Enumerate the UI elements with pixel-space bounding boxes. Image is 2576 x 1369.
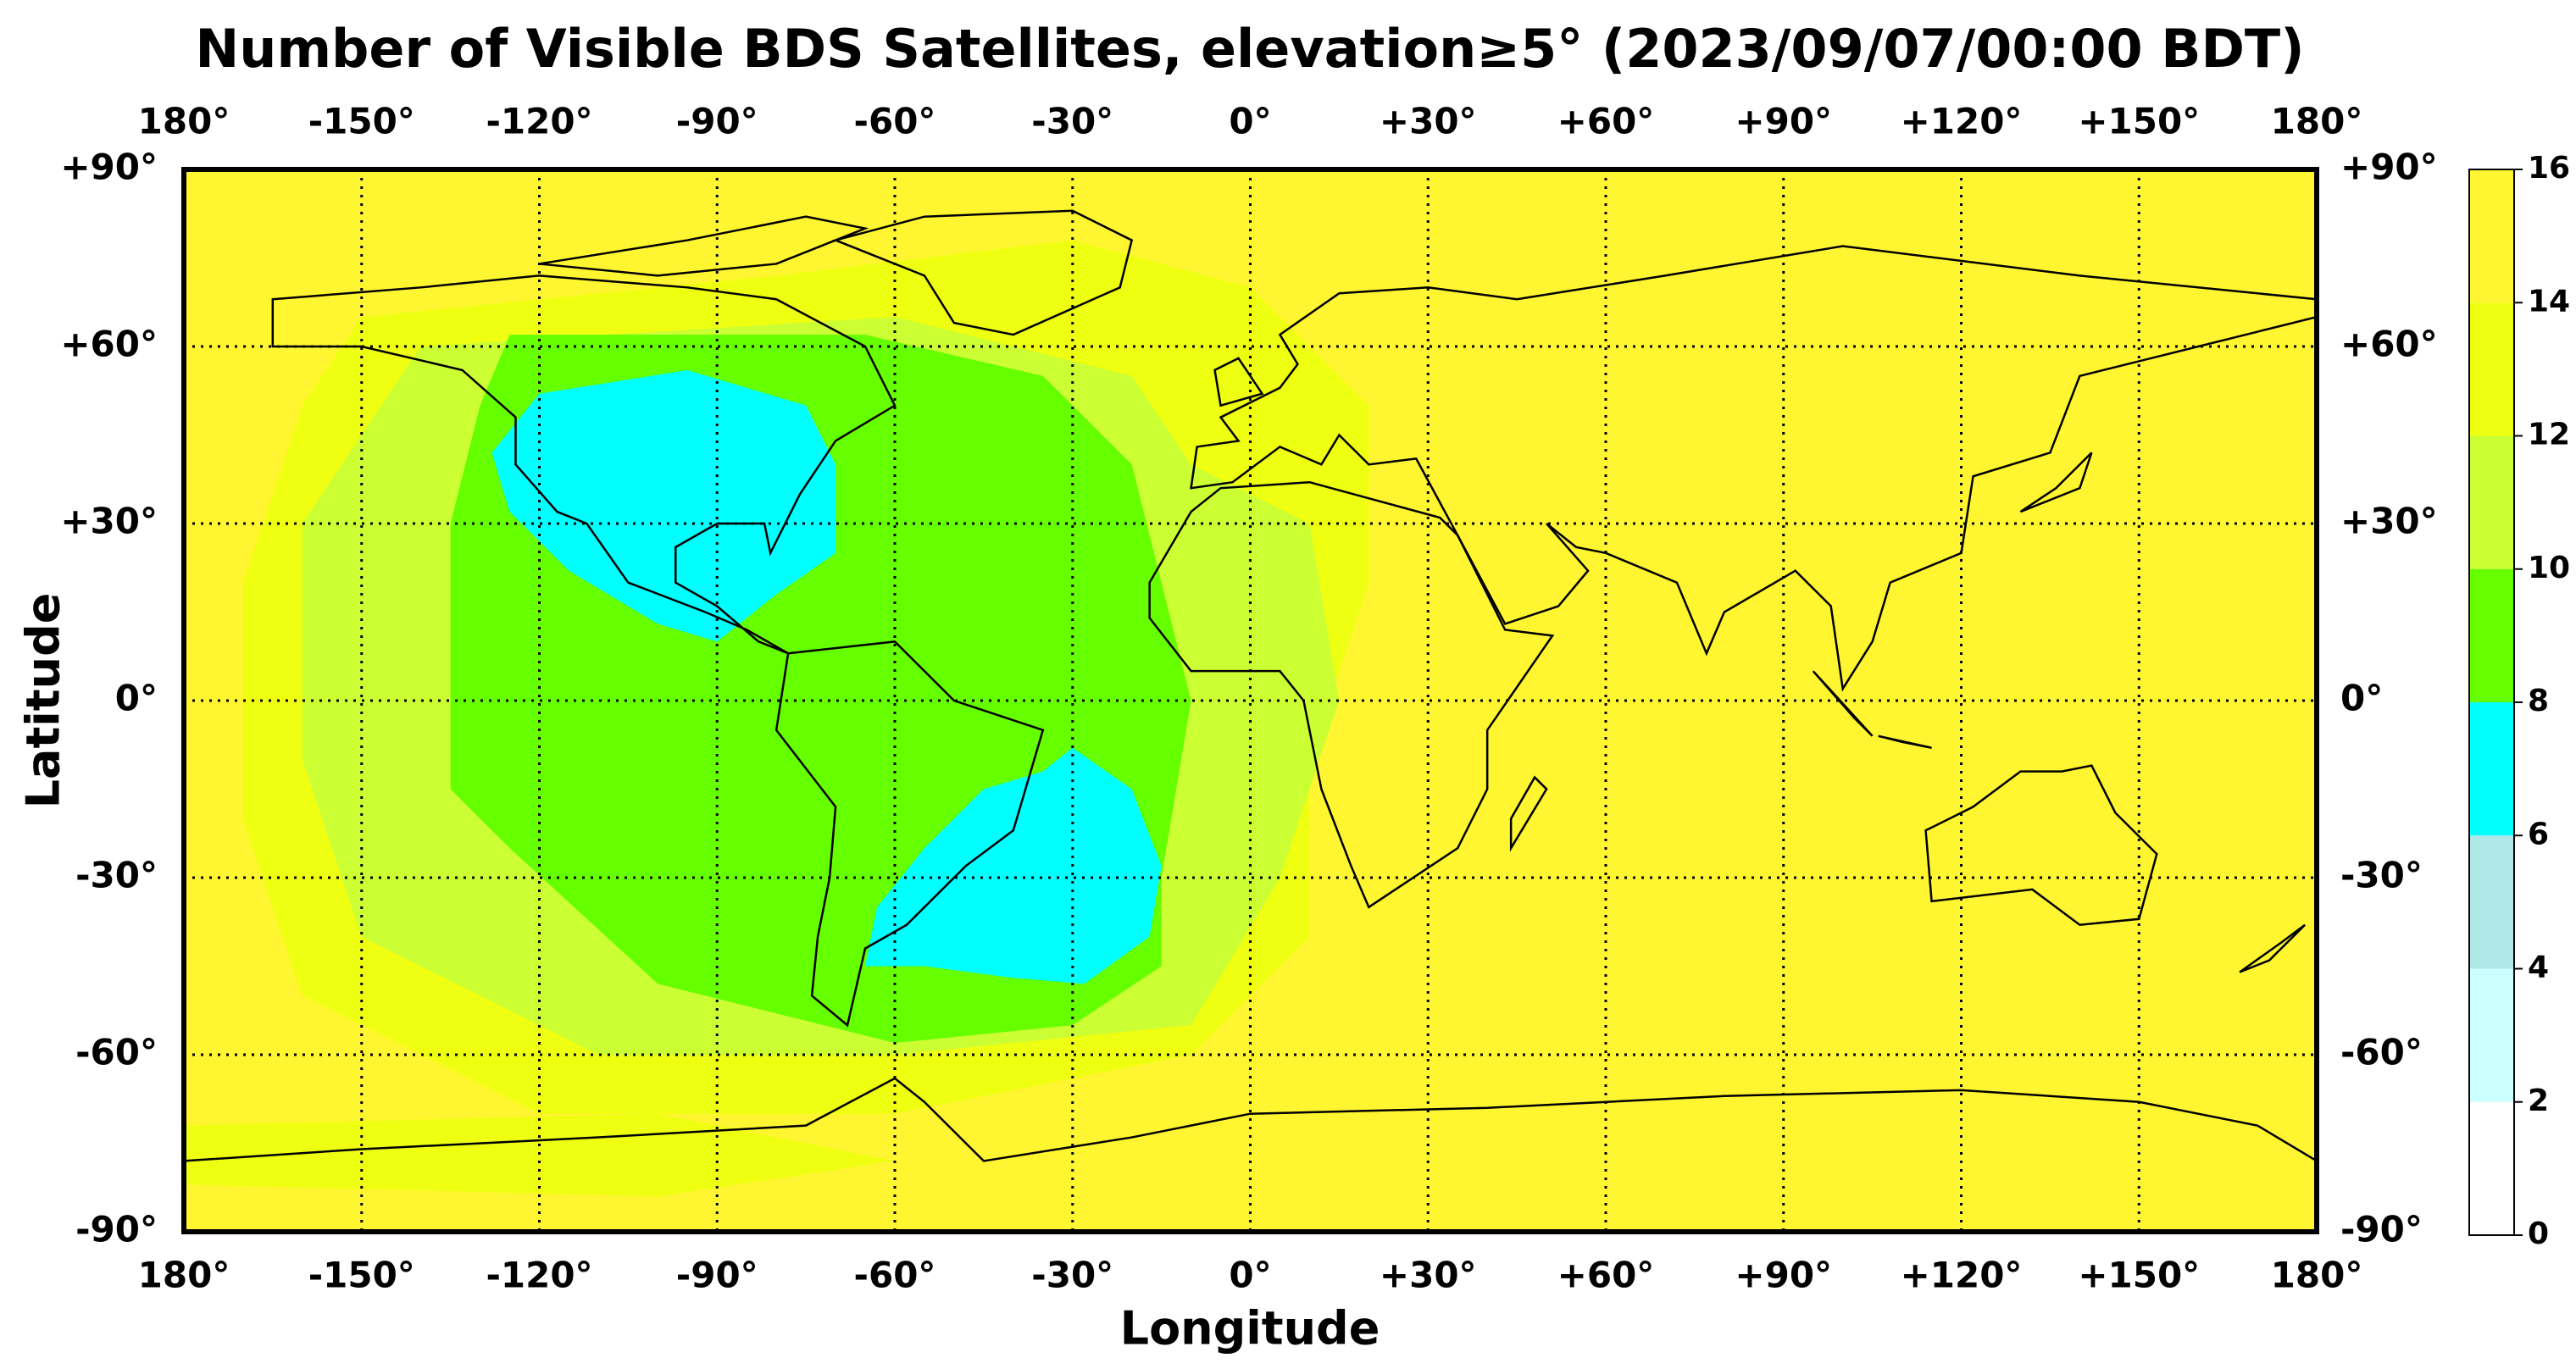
x-tick-label: 180°: [2271, 1255, 2363, 1296]
coverage-zone: [184, 1113, 895, 1197]
coastline: [1150, 482, 1552, 907]
colorbar-segment: [2469, 1101, 2514, 1235]
colorbar-tick-label: 12: [2528, 418, 2570, 452]
chart-title: Number of Visible BDS Satellites, elevat…: [195, 18, 2304, 80]
colorbar-tick-label: 10: [2528, 551, 2570, 585]
y-tick-label: 0°: [115, 678, 158, 719]
x-tick-label: -60°: [854, 101, 936, 142]
y-tick-label: +60°: [2340, 324, 2438, 365]
colorbar-segment: [2469, 568, 2514, 702]
x-tick-label: +90°: [1735, 1255, 1832, 1296]
colorbar-segment: [2469, 302, 2514, 436]
x-tick-label: -90°: [676, 101, 758, 142]
y-tick-label: -30°: [2340, 855, 2423, 896]
coastline: [273, 275, 895, 653]
x-tick-label: 0°: [1229, 101, 1271, 142]
y-tick-label: -30°: [75, 855, 158, 896]
ticks: 180° 180° -150° -150° -120° -120° -90° -90° -60°…: [60, 101, 2437, 1296]
colorbar: 0 2 4 6 8 10 12 14 16: [2468, 151, 2570, 1251]
colorbar-tick-label: 6: [2528, 817, 2549, 851]
x-tick-label: -120°: [486, 101, 592, 142]
x-tick-label: +150°: [2078, 1255, 2200, 1296]
colorbar-tick-label: 16: [2528, 151, 2570, 186]
y-tick-label: +90°: [60, 147, 158, 188]
x-tick-label: 180°: [2271, 101, 2363, 142]
x-tick-label: +120°: [1901, 101, 2023, 142]
colorbar-segment: [2469, 968, 2514, 1102]
coastlines: [184, 211, 2317, 1161]
x-tick-label: 0°: [1229, 1255, 1271, 1296]
coastline: [1191, 247, 2317, 690]
y-tick-label: 0°: [2340, 678, 2383, 719]
x-tick-label: -30°: [1031, 1255, 1113, 1296]
x-tick-label: +120°: [1901, 1255, 2023, 1296]
coastline: [1926, 766, 2305, 973]
x-tick-label: -120°: [486, 1255, 592, 1296]
y-tick-label: -60°: [75, 1032, 158, 1073]
y-tick-label: -60°: [2340, 1032, 2423, 1073]
x-tick-label: -30°: [1031, 101, 1113, 142]
x-tick-label: 180°: [138, 1255, 230, 1296]
coastline: [776, 641, 1043, 1025]
y-tick-label: +60°: [60, 324, 158, 365]
colorbar-tick-label: 4: [2528, 951, 2549, 985]
x-tick-label: +150°: [2078, 101, 2200, 142]
coastline: [1215, 358, 2092, 848]
colorbar-segment: [2469, 435, 2514, 569]
x-tick-label: -150°: [308, 101, 415, 142]
colorbar-segment: [2469, 835, 2514, 969]
x-tick-label: +30°: [1380, 101, 1477, 142]
y-axis-label: Latitude: [17, 593, 70, 809]
colorbar-segment: [2469, 702, 2514, 836]
y-tick-label: -90°: [2340, 1209, 2423, 1250]
x-tick-label: 180°: [138, 101, 230, 142]
coastline: [184, 1078, 2317, 1161]
x-tick-label: +60°: [1557, 1255, 1655, 1296]
x-tick-label: -60°: [854, 1255, 936, 1296]
y-tick-label: +30°: [60, 501, 158, 542]
colorbar-segment: [2469, 169, 2514, 303]
plot-frame: [181, 167, 2319, 1234]
zones: [184, 169, 2317, 1232]
y-tick-label: +30°: [2340, 501, 2438, 542]
coverage-zone: [491, 369, 836, 642]
y-tick-label: +90°: [2340, 147, 2438, 188]
x-tick-label: +90°: [1735, 101, 1832, 142]
colorbar-tick-label: 0: [2528, 1217, 2549, 1251]
coastline: [539, 217, 865, 276]
colorbar-tick-label: 14: [2528, 284, 2570, 319]
coastline: [836, 211, 1132, 335]
x-tick-label: +30°: [1380, 1255, 1477, 1296]
colorbar-tick-label: 2: [2528, 1084, 2549, 1118]
coverage-zone: [865, 747, 1162, 984]
y-tick-label: -90°: [75, 1209, 158, 1250]
x-tick-label: -150°: [308, 1255, 415, 1296]
colorbar-tick-label: 8: [2528, 684, 2549, 718]
x-tick-label: -90°: [676, 1255, 758, 1296]
x-axis-label: Longitude: [1120, 1302, 1380, 1355]
x-tick-label: +60°: [1557, 101, 1655, 142]
